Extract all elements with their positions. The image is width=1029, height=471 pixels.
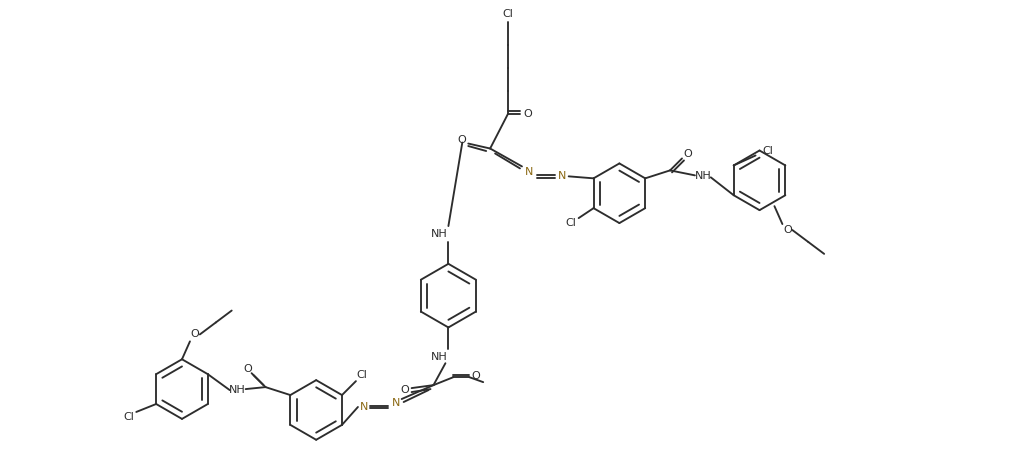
Text: N: N (360, 402, 368, 412)
Text: O: O (783, 225, 791, 235)
Text: Cl: Cl (356, 370, 367, 380)
Text: O: O (524, 109, 532, 119)
Text: NH: NH (695, 171, 711, 181)
Text: Cl: Cl (762, 146, 773, 155)
Text: O: O (472, 371, 481, 381)
Text: O: O (457, 135, 466, 145)
Text: NH: NH (431, 229, 448, 239)
Text: O: O (683, 149, 693, 160)
Text: N: N (525, 167, 533, 178)
Text: N: N (391, 398, 400, 408)
Text: O: O (243, 364, 252, 374)
Text: N: N (558, 171, 566, 181)
Text: O: O (400, 385, 409, 395)
Text: NH: NH (431, 352, 448, 362)
Text: O: O (190, 329, 200, 340)
Text: Cl: Cl (565, 218, 576, 228)
Text: Cl: Cl (122, 412, 134, 422)
Text: NH: NH (229, 385, 246, 395)
Text: Cl: Cl (502, 9, 513, 19)
